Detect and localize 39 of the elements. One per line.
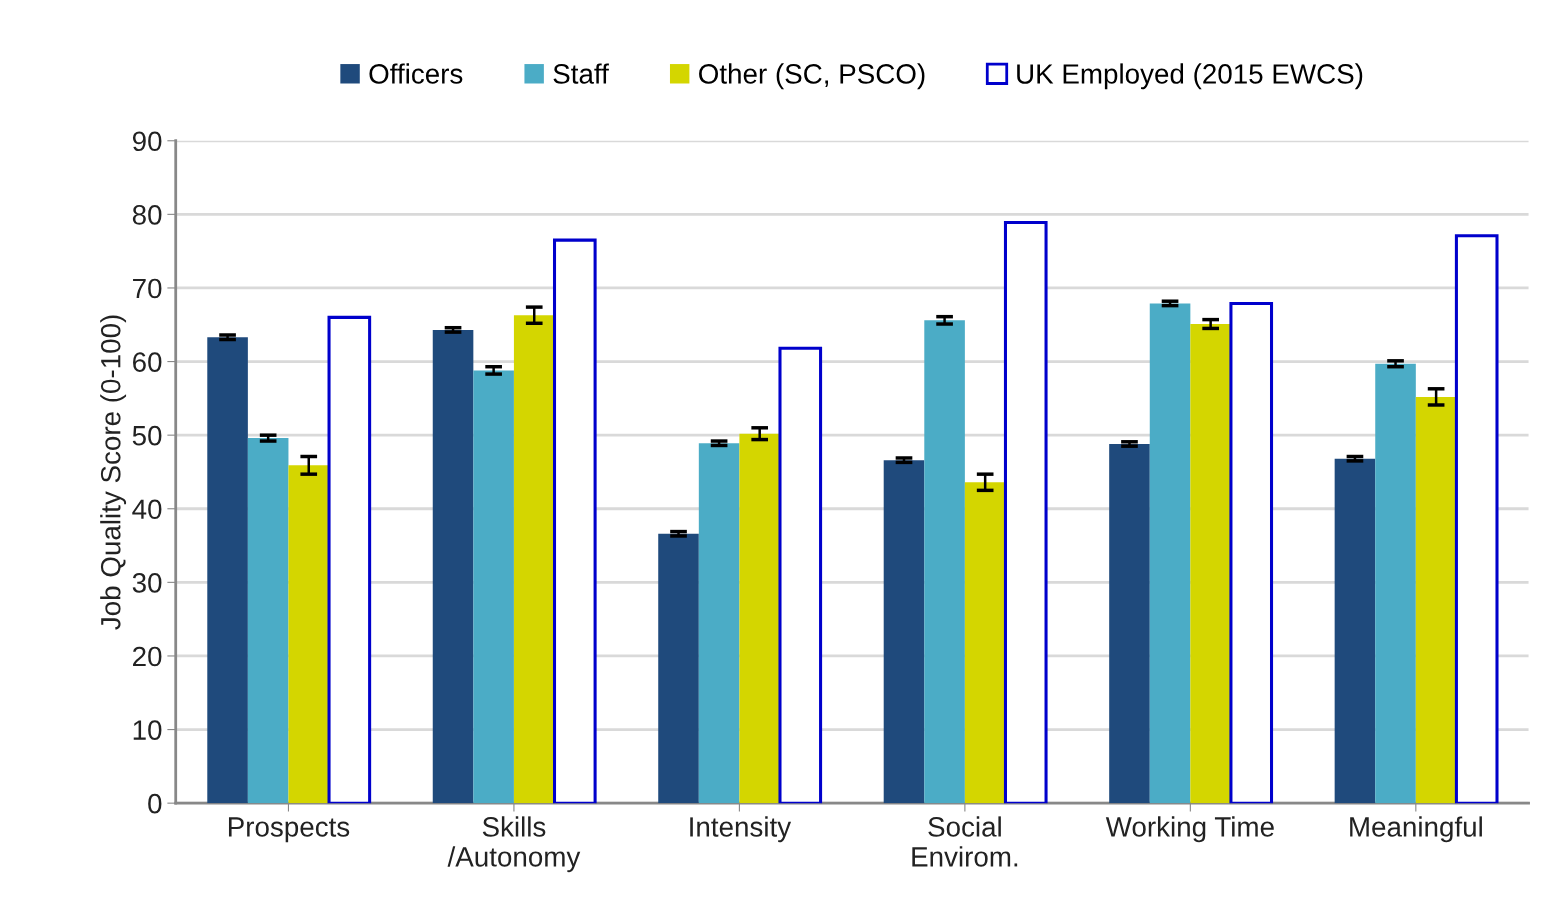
bar <box>924 320 965 804</box>
legend-label: Staff <box>553 63 609 84</box>
bar <box>1375 363 1416 804</box>
bar <box>1109 443 1150 804</box>
x-tick-label: Working Time <box>1105 816 1274 843</box>
x-tick-label: Social Envirom. <box>912 816 1018 867</box>
bar <box>513 315 555 804</box>
bar <box>1149 303 1191 804</box>
y-tick-label: 90 <box>132 131 162 152</box>
bar <box>1190 324 1231 804</box>
x-tick-label: Intensity <box>690 816 792 843</box>
x-tick-label: Skills /Autonomy <box>447 816 581 873</box>
y-tick-label: 40 <box>132 499 162 520</box>
y-tick-label: 10 <box>133 720 162 740</box>
bar <box>739 433 780 804</box>
bar <box>883 460 925 804</box>
x-tick-label: Meaningful <box>1350 816 1482 843</box>
y-tick-label: 20 <box>133 646 162 667</box>
y-tick-label: 30 <box>132 573 162 593</box>
y-tick-label: 50 <box>132 425 162 446</box>
bar <box>473 370 514 804</box>
bar <box>247 438 289 804</box>
legend-label: Other (SC, PSCO) <box>699 63 925 90</box>
bar <box>1415 396 1457 804</box>
bar <box>1334 458 1376 804</box>
y-axis-title: Job Quality Score (0-100) <box>100 315 127 630</box>
bar <box>964 482 1006 804</box>
bar <box>288 465 330 804</box>
bar <box>658 533 699 804</box>
bar <box>432 329 474 804</box>
y-tick-label: 0 <box>148 793 162 814</box>
bar <box>698 443 740 804</box>
x-tick-label: Prospects <box>228 817 350 843</box>
y-tick-label: 80 <box>132 205 162 225</box>
legend-label: Officers <box>369 63 463 84</box>
y-tick-label: 70 <box>133 278 162 299</box>
y-tick-label: 60 <box>133 352 162 372</box>
legend-label: UK Employed (2015 EWCS) <box>1017 63 1363 90</box>
bar <box>207 337 248 804</box>
